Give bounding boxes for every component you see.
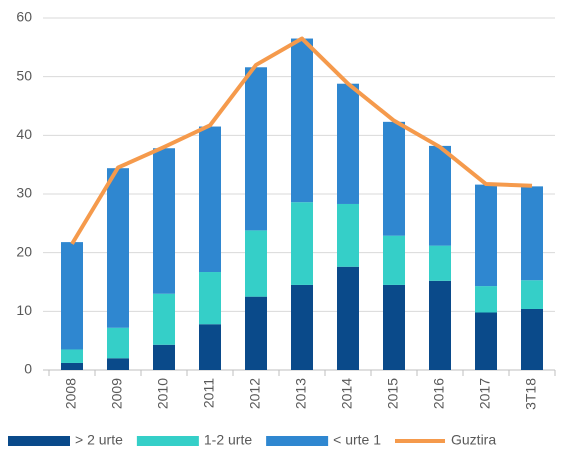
bar [337, 83, 359, 204]
y-tick-label: 60 [16, 9, 32, 25]
bar [107, 327, 129, 359]
line [70, 36, 533, 245]
bar [153, 148, 175, 294]
bar [521, 186, 543, 281]
y-tick-label: 30 [16, 185, 32, 201]
bar [107, 358, 129, 370]
bar [61, 349, 83, 363]
legend-label: Guztira [451, 432, 496, 448]
legend-label: 1-2 urte [204, 432, 252, 448]
bar [199, 272, 221, 325]
bar [61, 362, 83, 370]
y-tick-label: 10 [16, 302, 32, 318]
bar [245, 67, 267, 231]
legend-swatch [136, 436, 199, 446]
bar [383, 121, 405, 236]
legend-label: > 2 urte [75, 432, 123, 448]
bar [291, 284, 313, 370]
x-tick-label: 2016 [431, 378, 447, 409]
x-tick-label: 2010 [155, 378, 171, 409]
bar [429, 280, 451, 370]
bar [475, 312, 497, 370]
bar [199, 126, 221, 273]
y-tick-label: 20 [16, 243, 32, 259]
x-tick-label: 2015 [385, 378, 401, 409]
bar [245, 230, 267, 297]
legend-swatch [8, 436, 70, 446]
x-tick-label: 2013 [293, 378, 309, 409]
bar [521, 308, 543, 370]
bar [61, 242, 83, 350]
x-tick-label: 2014 [339, 378, 355, 409]
bar [199, 324, 221, 370]
bar [475, 184, 497, 287]
x-tick-label: 2008 [63, 378, 79, 409]
legend-label: < urte 1 [333, 432, 381, 448]
bar [337, 266, 359, 370]
bar [337, 203, 359, 267]
bar [107, 168, 129, 328]
bar [153, 344, 175, 370]
x-tick-label: 2009 [109, 378, 125, 409]
bar [429, 245, 451, 281]
bar [153, 293, 175, 345]
x-tick-label: 2017 [477, 378, 493, 409]
bar [429, 145, 451, 246]
y-tick-label: 50 [16, 67, 32, 83]
bar [383, 284, 405, 370]
bar [291, 202, 313, 285]
bar [291, 38, 313, 203]
y-tick-label: 0 [24, 361, 32, 377]
y-tick-label: 40 [16, 126, 32, 142]
bar [475, 286, 497, 313]
legend-swatch [266, 436, 329, 446]
bar [521, 280, 543, 309]
x-tick-label: 3T18 [523, 378, 539, 410]
bar [383, 235, 405, 285]
bar [245, 296, 267, 370]
x-tick-label: 2011 [201, 378, 217, 408]
x-tick-label: 2012 [247, 378, 263, 409]
